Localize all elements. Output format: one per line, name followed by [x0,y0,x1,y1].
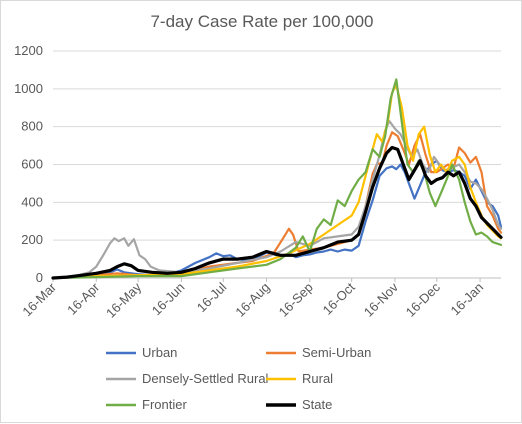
legend-label-densely-settled-rural: Densely-Settled Rural [142,371,269,386]
x-tick-label: 16-Jun [149,280,188,319]
x-tick-label: 16-Jan [447,280,486,319]
series-line-state [51,145,503,280]
chart-title: 7-day Case Rate per 100,000 [150,12,373,31]
x-tick-label: 16-May [103,279,145,321]
legend-label-semi-urban: Semi-Urban [302,345,371,360]
series-lines [51,78,503,280]
series-line-frontier [51,78,503,280]
legend-label-state: State [302,397,332,412]
x-tick-label: 16-Dec [403,279,444,320]
legend-label-rural: Rural [302,371,333,386]
x-tick-label: 16-Apr [64,279,103,318]
gridlines [53,50,501,279]
y-tick-label: 1200 [14,43,43,58]
x-tick-label: 16-Sep [276,280,316,320]
series-line-densely-settled-rural [51,119,503,280]
y-tick-label: 800 [21,119,43,134]
x-tick-label: 16-Mar [19,279,59,319]
x-tick-label: 16-Aug [232,280,272,320]
y-tick-label: 400 [21,194,43,209]
y-tick-label: 600 [21,157,43,172]
y-axis-ticks: 0 200 400 600 800 1000 1200 [14,43,43,285]
x-tick-label: 16-Nov [361,279,402,320]
legend-label-frontier: Frontier [142,397,187,412]
y-tick-label: 1000 [14,81,43,96]
x-axis-ticks: 16-Mar 16-Apr 16-May 16-Jun 16-Jul 16-Aug 16-S… [19,278,486,321]
y-tick-label: 200 [21,232,43,247]
x-tick-label: 16-Jul [194,279,230,315]
x-tick-label: 16-Oct [320,279,358,317]
y-tick-label: 0 [36,270,43,285]
legend-label-urban: Urban [142,345,177,360]
legend: Urban Semi-Urban Densely-Settled Rural Rura… [106,345,371,412]
